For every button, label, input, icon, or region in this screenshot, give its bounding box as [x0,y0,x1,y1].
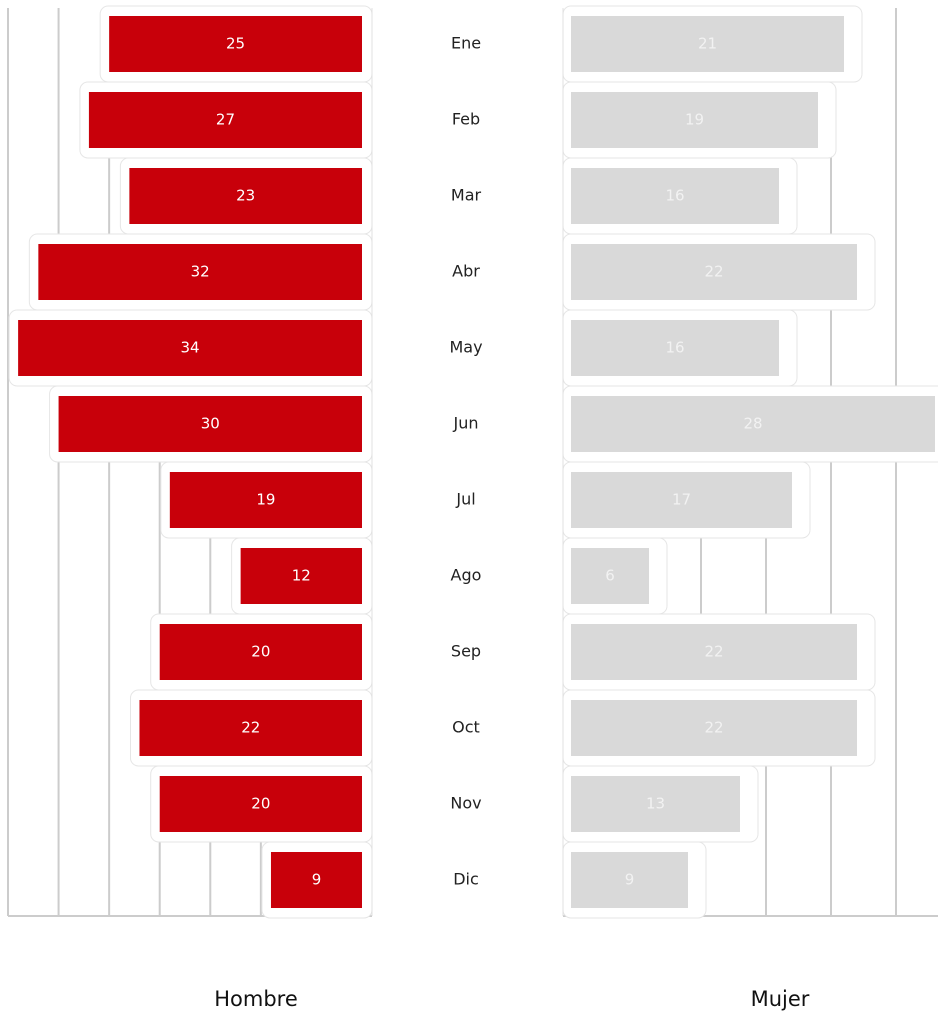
legend-label: Mujer [751,987,810,1011]
data-label: 17 [672,491,691,509]
bar [571,16,844,72]
bar [571,776,740,832]
data-label: 9 [312,871,322,889]
category-label: Dic [453,870,479,889]
data-label: 6 [605,567,615,585]
bar [159,624,362,680]
bar [88,92,363,148]
category-label: Feb [452,110,480,129]
bar [571,548,649,604]
bar [240,548,362,604]
data-label: 16 [665,339,684,357]
data-label: 9 [625,871,635,889]
data-label: 32 [191,263,210,281]
data-label: 22 [704,643,723,661]
category-label: Ene [451,34,481,53]
category-label: May [449,338,482,357]
data-label: 16 [665,187,684,205]
bar [129,168,362,224]
category-label: Oct [452,718,480,737]
data-label: 22 [241,719,260,737]
category-label: Mar [451,186,482,205]
data-label: 20 [251,795,270,813]
data-label: 19 [685,111,704,129]
bar [571,852,688,908]
bar [139,700,362,756]
category-label: Sep [451,642,481,661]
bar [270,852,362,908]
data-label: 22 [704,719,723,737]
bar [571,168,779,224]
bar [571,472,792,528]
data-label: 25 [226,35,245,53]
bar [571,700,857,756]
data-label: 23 [236,187,255,205]
data-label: 19 [256,491,275,509]
data-label: 20 [251,643,270,661]
category-label: Jun [453,414,479,433]
bar [571,320,779,376]
bar [169,472,362,528]
data-label: 28 [743,415,762,433]
bar [38,244,362,300]
category-label: Nov [450,794,481,813]
bar [58,396,362,452]
data-label: 34 [181,339,200,357]
data-label: 27 [216,111,235,129]
bar [571,396,935,452]
data-label: 30 [201,415,220,433]
data-label: 22 [704,263,723,281]
bar [571,244,857,300]
data-label: 21 [698,35,717,53]
bar [159,776,362,832]
data-label: 12 [292,567,311,585]
legend-label: Hombre [214,987,298,1011]
category-label: Jul [455,490,475,509]
bar [571,92,818,148]
bar [18,320,362,376]
bar [571,624,857,680]
category-label: Ago [451,566,482,585]
data-label: 13 [646,795,665,813]
category-label: Abr [452,262,480,281]
bar [109,16,363,72]
